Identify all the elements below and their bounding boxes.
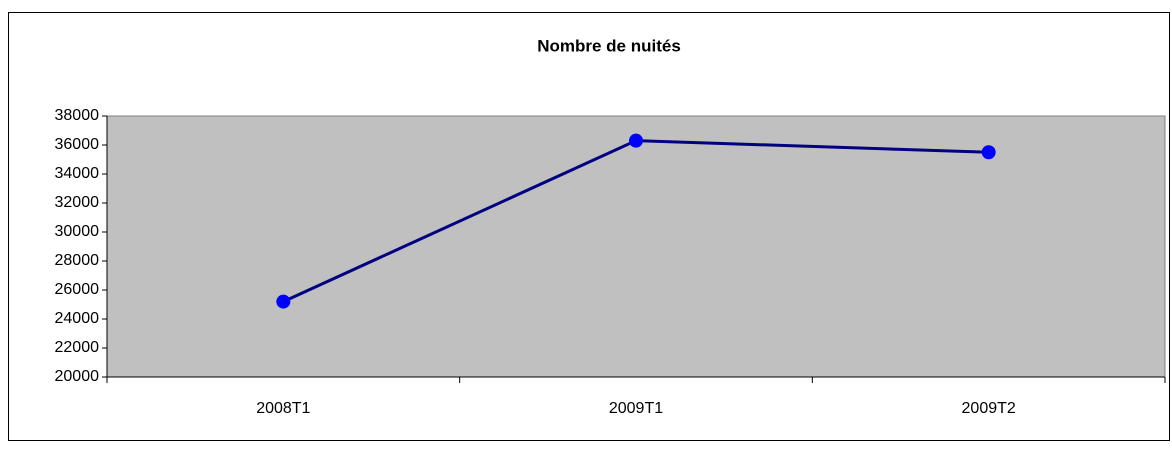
y-tick-label: 38000 — [55, 107, 100, 124]
y-tick-label: 30000 — [55, 223, 100, 240]
x-tick-label: 2009T1 — [609, 400, 663, 417]
y-tick-label: 20000 — [55, 368, 100, 385]
x-tick-label: 2009T2 — [962, 400, 1016, 417]
y-tick-label: 24000 — [55, 310, 100, 327]
y-tick-label: 32000 — [55, 194, 100, 211]
y-tick-label: 34000 — [55, 165, 100, 182]
y-tick-label: 26000 — [55, 281, 100, 298]
marker — [629, 133, 643, 148]
chart-title: Nombre de nuités — [537, 36, 681, 55]
plot-area — [106, 115, 1166, 378]
y-tick-label: 28000 — [55, 252, 100, 269]
marker — [276, 294, 291, 309]
y-tick-label: 36000 — [55, 136, 100, 153]
y-tick-label: 22000 — [55, 339, 100, 356]
x-tick-label: 2008T1 — [256, 400, 310, 417]
marker — [981, 145, 996, 160]
